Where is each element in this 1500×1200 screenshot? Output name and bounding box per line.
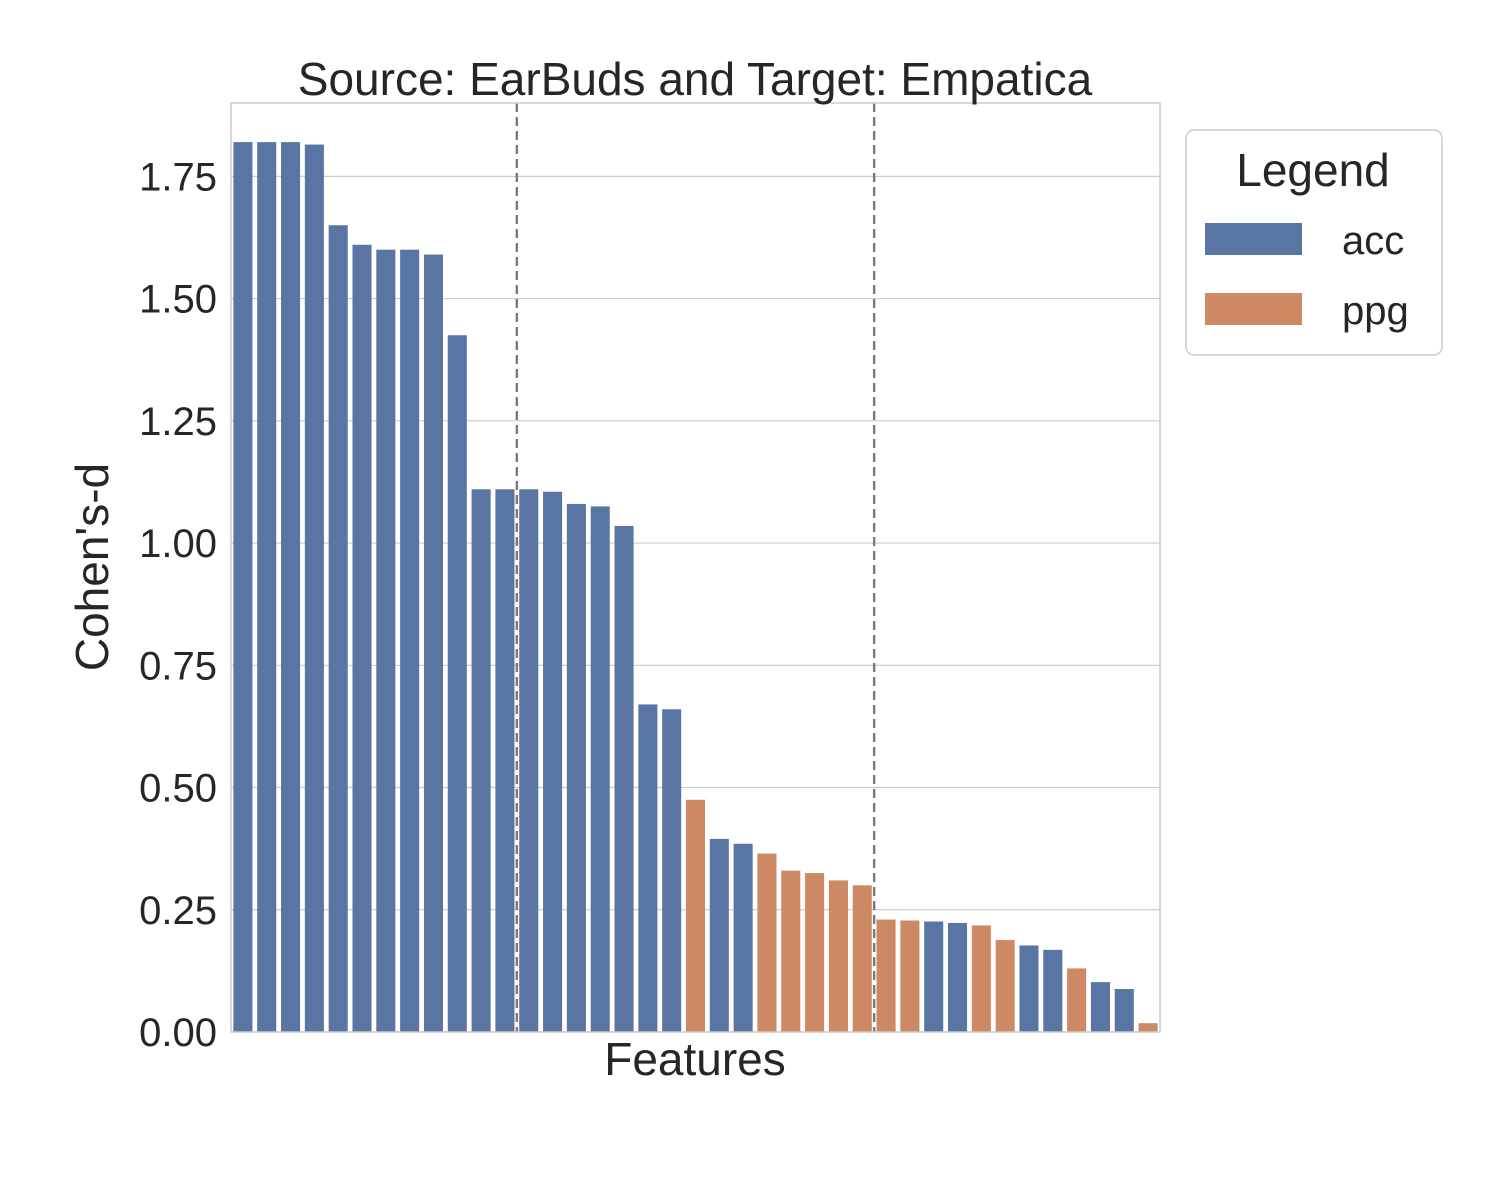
bar-acc (638, 704, 658, 1032)
legend-label-ppg: ppg (1342, 289, 1409, 333)
y-tick-labels: 0.00 0.25 0.50 0.75 1.00 1.25 1.50 1.75 (139, 155, 217, 1055)
y-tick-label: 1.50 (139, 278, 217, 322)
bar-acc (257, 142, 277, 1032)
bar-acc (614, 525, 634, 1032)
legend-label-acc: acc (1342, 219, 1404, 263)
bar-acc (947, 922, 968, 1032)
x-axis-label: Features (604, 1033, 786, 1085)
plot-frame (230, 102, 1161, 1033)
legend-title: Legend (1236, 144, 1390, 196)
bar-ppg (685, 799, 706, 1032)
y-tick-label: 1.00 (139, 522, 217, 566)
vertical-reference-lines (515, 103, 876, 1032)
chart-title: Source: EarBuds and Target: Empatica (298, 53, 1093, 105)
bar-acc (400, 249, 420, 1032)
bar-acc (662, 709, 682, 1032)
y-tick-label: 1.75 (139, 155, 217, 199)
bar-acc (352, 244, 372, 1032)
bar-ppg (805, 873, 825, 1032)
bar-acc (543, 491, 563, 1033)
bar-acc (590, 506, 610, 1032)
bar-acc (733, 843, 753, 1032)
legend-swatch-acc (1205, 223, 1302, 255)
y-tick-label: 0.00 (139, 1011, 217, 1055)
bar-acc (233, 142, 253, 1032)
bar-acc (281, 142, 301, 1032)
bar-acc (304, 144, 324, 1032)
bar-acc (519, 489, 539, 1032)
bar-acc (495, 489, 515, 1032)
bar-acc (1043, 949, 1063, 1032)
bar-ppg (781, 870, 801, 1032)
y-axis-label: Cohen's-d (66, 463, 118, 671)
bar-ppg (971, 925, 991, 1032)
bar-acc (328, 225, 348, 1033)
bar-ppg (852, 885, 872, 1032)
bar-ppg (1138, 1023, 1158, 1032)
legend-swatch-ppg (1205, 293, 1302, 325)
y-tick-label: 1.25 (139, 400, 217, 444)
bar-acc (566, 503, 586, 1032)
y-tick-label: 0.75 (139, 644, 217, 688)
y-tick-label: 0.25 (139, 889, 217, 933)
bar-ppg (876, 919, 896, 1032)
legend: Legend acc ppg (1185, 129, 1443, 356)
bar-ppg (900, 920, 920, 1032)
bar-acc (376, 249, 396, 1032)
y-tick-label: 0.50 (139, 767, 217, 811)
bar-acc (924, 921, 944, 1032)
bar-ppg (1067, 968, 1087, 1032)
bars (233, 142, 1158, 1033)
bar-acc (471, 489, 491, 1032)
bar-ppg (757, 853, 777, 1032)
bar-acc (1019, 945, 1039, 1032)
bar-acc (423, 254, 444, 1033)
bar-acc (447, 335, 467, 1032)
bar-ppg (995, 940, 1015, 1032)
bar-acc (709, 838, 729, 1032)
bar-acc (1090, 982, 1110, 1032)
bar-ppg (828, 880, 848, 1032)
bar-acc (1114, 988, 1134, 1032)
